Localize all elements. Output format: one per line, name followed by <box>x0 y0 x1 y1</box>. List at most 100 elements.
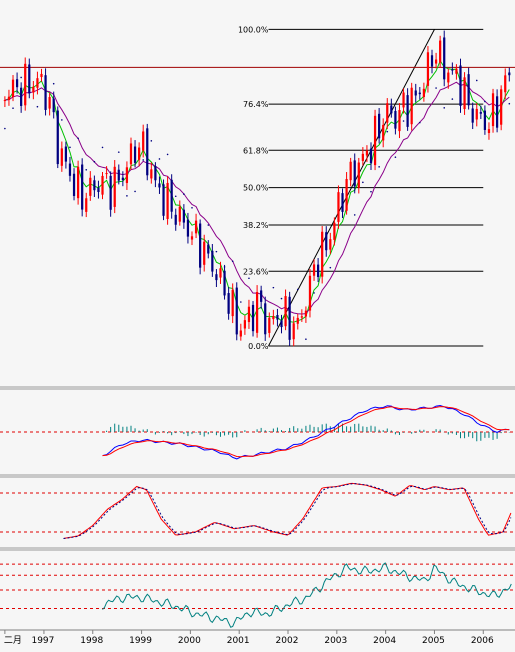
candle-body <box>463 77 466 110</box>
dot-marker <box>126 195 128 197</box>
candle-body <box>154 166 157 181</box>
candle-body <box>312 264 316 276</box>
candle-body <box>7 96 11 100</box>
candle-body <box>410 87 413 125</box>
candle-body <box>479 112 482 114</box>
candle-body <box>361 153 364 161</box>
candle-body <box>333 222 336 240</box>
dot-marker <box>280 297 283 300</box>
candle-body <box>56 110 59 165</box>
candle-body <box>186 219 190 237</box>
candle-body <box>223 270 226 296</box>
dot-marker <box>207 224 210 226</box>
candle-body <box>158 183 161 188</box>
candle-body <box>325 232 328 251</box>
time-axis-label: 2002 <box>276 636 299 646</box>
macd-signal-line <box>102 406 510 458</box>
candle-body <box>28 64 31 94</box>
dot-marker <box>166 153 169 156</box>
time-axis-label: 2000 <box>178 636 201 646</box>
candle-body <box>434 59 438 64</box>
time-axis-label: 2003 <box>324 636 347 646</box>
candle-body <box>166 182 169 219</box>
dot-marker <box>451 98 454 100</box>
candle-body <box>113 166 116 207</box>
candle-body <box>365 150 369 156</box>
fib-level-label: 61.8% <box>243 146 269 155</box>
dot-marker <box>508 102 511 105</box>
candle-body <box>426 52 430 86</box>
candle-body <box>15 79 19 88</box>
candle-body <box>36 78 39 88</box>
candle-body <box>162 184 165 216</box>
dot-marker <box>191 206 193 209</box>
candle-body <box>76 166 80 199</box>
candle-body <box>48 97 51 109</box>
dot-marker <box>435 87 437 89</box>
candle-body <box>101 175 104 195</box>
candle-body <box>170 179 173 212</box>
panel-divider[interactable] <box>0 474 515 478</box>
time-axis-label: 2006 <box>471 636 494 646</box>
dot-marker <box>61 119 63 121</box>
candle-body <box>251 304 255 332</box>
candle-body <box>467 74 470 106</box>
dot-marker <box>174 195 177 198</box>
candle-body <box>357 162 360 188</box>
candle-body <box>243 320 247 329</box>
panel-divider[interactable] <box>0 386 515 390</box>
dot-marker <box>52 82 55 85</box>
candle-body <box>203 241 206 265</box>
dot-marker <box>4 127 6 130</box>
candle-body <box>11 79 15 97</box>
fib-level-label: 100.0% <box>238 25 269 34</box>
dot-marker <box>484 100 486 103</box>
dot-marker <box>248 277 250 280</box>
candle-body <box>390 105 393 114</box>
candle-body <box>44 75 47 110</box>
panel-divider[interactable] <box>0 547 515 551</box>
candle-body <box>304 310 308 317</box>
candle-body <box>475 108 478 120</box>
candle-body <box>3 100 7 102</box>
candle-body <box>255 292 259 333</box>
time-axis-label: 2004 <box>373 636 396 646</box>
candle-body <box>418 92 421 95</box>
time-axis-label: 二月 <box>4 635 22 646</box>
candle-body <box>459 65 462 106</box>
candle-body <box>491 93 495 127</box>
candle-body <box>24 63 27 106</box>
dot-marker <box>215 250 218 253</box>
candle-body <box>268 317 271 333</box>
dot-marker <box>231 260 234 263</box>
candle-body <box>117 169 120 181</box>
dot-marker <box>394 156 397 158</box>
candle-body <box>142 131 145 151</box>
candle-body <box>443 37 446 80</box>
candle-body <box>422 88 425 98</box>
candle-body <box>284 296 287 327</box>
dot-marker <box>296 288 299 291</box>
candle-body <box>451 69 454 71</box>
candle-body <box>406 95 409 127</box>
dot-marker <box>443 107 446 109</box>
candle-body <box>487 129 491 134</box>
candle-body <box>292 323 295 340</box>
time-axis: 二月 1997 1998 1999 2000 2001 2002 2003 2004 2005 20… <box>4 630 494 646</box>
candle-body <box>150 169 153 179</box>
candle-body <box>105 173 108 175</box>
candle-body <box>504 75 507 93</box>
candle-body <box>199 223 202 268</box>
macd-line <box>102 404 510 460</box>
dot-marker <box>85 168 88 171</box>
candle-body <box>89 177 92 196</box>
candle-body <box>264 303 267 335</box>
candle-body <box>52 98 55 113</box>
dot-marker <box>142 159 144 161</box>
dot-marker <box>69 146 71 149</box>
candle-body <box>81 164 84 210</box>
candle-body <box>207 244 210 254</box>
candle-body <box>349 161 352 181</box>
dot-marker <box>419 121 421 124</box>
